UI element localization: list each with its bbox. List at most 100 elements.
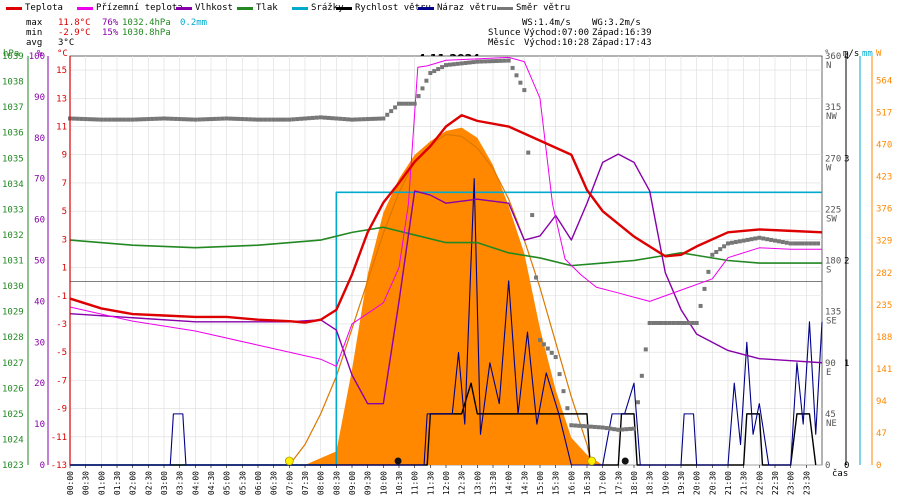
wind-direction-mark — [761, 236, 766, 241]
wind-direction-mark — [244, 117, 249, 122]
wind-direction-mark — [745, 237, 750, 242]
wind-direction-mark — [804, 241, 809, 246]
wind-direction-mark — [95, 117, 100, 122]
wind-direction-mark — [201, 117, 206, 122]
tick-label-x: 23:30 — [802, 471, 811, 495]
tick-label-w: 329 — [876, 237, 892, 247]
theoretical-radiation-line — [288, 133, 593, 466]
wind-direction-mark — [428, 71, 433, 76]
tick-label-hpa: 1034 — [2, 180, 24, 190]
stats-min-press: 1030.8hPa — [122, 28, 171, 38]
tick-label-x: 09:00 — [348, 471, 357, 495]
wind-direction-mark — [310, 115, 315, 120]
wind-direction-mark — [173, 116, 178, 121]
tick-label-x: 19:30 — [677, 471, 686, 495]
tick-label-x: 13:30 — [489, 471, 498, 495]
wind-direction-mark — [393, 105, 398, 110]
moon-rise: Východ:10:28 — [524, 38, 590, 48]
legend-label: Rychlost větru — [355, 3, 431, 13]
stats-min-label: min — [26, 28, 43, 38]
wind-direction-mark — [667, 320, 672, 325]
tick-label-x: 04:30 — [207, 471, 216, 495]
wind-direction-mark — [561, 389, 566, 394]
tick-label-x: 00:00 — [66, 471, 75, 495]
legend-label: Náraz větru — [437, 3, 497, 13]
wind-direction-mark — [620, 427, 625, 432]
stats-max-press: 1032.4hPa — [122, 18, 171, 28]
wind-direction-mark — [577, 423, 582, 428]
wind-direction-mark — [256, 117, 260, 122]
tick-label-degc: 3 — [62, 235, 67, 245]
tick-label-x: 05:00 — [223, 471, 232, 495]
wind-direction-mark — [776, 239, 781, 244]
wind-direction-mark — [99, 117, 104, 122]
tick-label-pct: 100 — [29, 52, 45, 62]
legend-item: Směr větru — [497, 3, 570, 13]
tick-label-x: 08:30 — [332, 471, 341, 495]
tick-label-x: 07:00 — [285, 471, 294, 495]
tick-label-hpa: 1027 — [2, 359, 24, 369]
tick-label-x: 20:30 — [708, 471, 717, 495]
tick-label-x: 05:30 — [238, 471, 247, 495]
wind-direction-mark — [784, 240, 789, 245]
wind-direction-mark — [581, 424, 586, 429]
wind-direction-mark — [263, 117, 268, 122]
moonrise-marker — [394, 457, 402, 465]
tick-label-x: 02:00 — [129, 471, 138, 495]
legend-label: Přízemní teplota — [96, 3, 183, 13]
wind-direction-mark — [459, 61, 464, 66]
axis-title-degc: °C — [57, 49, 68, 59]
wind-direction-mark — [389, 109, 394, 114]
tick-label-degc: -13 — [51, 461, 67, 471]
wind-direction-mark — [659, 320, 664, 325]
wind-direction-mark — [573, 423, 578, 428]
wind-direction-mark — [342, 117, 347, 122]
wind-direction-mark — [780, 240, 785, 245]
tick-label-degc: 1 — [62, 264, 67, 274]
legend-item: Rychlost větru — [336, 3, 431, 13]
wind-direction-mark — [706, 269, 711, 274]
wind-direction-mark — [404, 101, 409, 106]
tick-label-pct: 20 — [34, 379, 45, 389]
wind-direction-mark — [592, 424, 597, 429]
wind-direction-mark — [408, 101, 413, 106]
wind-direction-mark — [177, 117, 182, 122]
wind-direction-mark — [694, 320, 699, 325]
wind-direction-mark — [146, 117, 151, 122]
tick-label-x: 13:00 — [473, 471, 482, 495]
sun-label: Slunce — [488, 28, 521, 38]
tick-label-hpa: 1029 — [2, 308, 24, 318]
tick-label-ms: 0 — [844, 461, 849, 471]
wind-direction-mark — [209, 117, 213, 122]
tick-label-hpa: 1039 — [2, 52, 24, 62]
legend-item: Přízemní teplota — [77, 3, 183, 13]
tick-label-x: 23:00 — [787, 471, 796, 495]
tick-label-x: 15:00 — [536, 471, 545, 495]
wind-direction-mark — [471, 60, 476, 65]
wind-direction-mark — [596, 425, 601, 430]
tick-label-dir-name: SW — [826, 214, 837, 224]
stats-min-hum: 15% — [102, 28, 119, 38]
tick-label-degc: 15 — [56, 66, 67, 76]
wind-direction-mark — [271, 117, 276, 122]
wind-direction-mark — [538, 338, 542, 343]
wind-direction-mark — [416, 94, 421, 99]
tick-label-w: 94 — [876, 397, 887, 407]
wind-direction-mark — [400, 101, 405, 106]
wind-direction-mark — [769, 237, 774, 242]
moon-label: Měsíc — [488, 38, 516, 48]
wind-direction-mark — [232, 116, 237, 121]
tick-label-w: 47 — [876, 429, 887, 439]
legend: Teplota Přízemní teplota Vlhkost Tlak Srážky… — [0, 0, 900, 16]
axis-title-hpa: hPa — [3, 49, 19, 59]
wind-direction-mark — [240, 117, 245, 122]
stats-panel: max 11.8°C 76% 1032.4hPa 0.2mm min -2.9°… — [26, 18, 207, 48]
tick-label-x: 10:30 — [395, 471, 404, 495]
wind-direction-mark — [632, 426, 636, 431]
sun-rise: Východ:07:00 — [524, 28, 590, 38]
wind-direction-mark — [530, 213, 535, 218]
wind-direction-mark — [526, 150, 531, 155]
ground-temp-line — [69, 56, 822, 367]
wind-direction-mark — [479, 59, 484, 64]
stats-max-label: max — [26, 18, 43, 28]
